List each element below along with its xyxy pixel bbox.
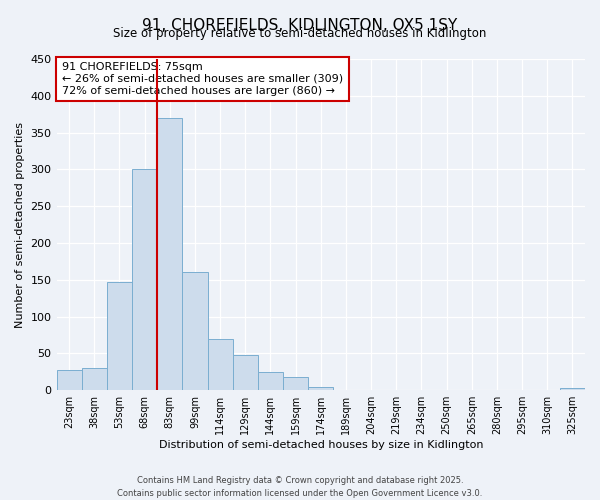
- Bar: [132, 170, 157, 390]
- Bar: [560, 388, 585, 390]
- Bar: [308, 386, 334, 390]
- Text: 91, CHOREFIELDS, KIDLINGTON, OX5 1SY: 91, CHOREFIELDS, KIDLINGTON, OX5 1SY: [142, 18, 458, 32]
- Bar: [107, 282, 132, 390]
- Bar: [157, 118, 182, 390]
- X-axis label: Distribution of semi-detached houses by size in Kidlington: Distribution of semi-detached houses by …: [158, 440, 483, 450]
- Text: Size of property relative to semi-detached houses in Kidlington: Size of property relative to semi-detach…: [113, 28, 487, 40]
- Text: Contains HM Land Registry data © Crown copyright and database right 2025.
Contai: Contains HM Land Registry data © Crown c…: [118, 476, 482, 498]
- Bar: [258, 372, 283, 390]
- Bar: [208, 338, 233, 390]
- Bar: [182, 272, 208, 390]
- Bar: [283, 377, 308, 390]
- Y-axis label: Number of semi-detached properties: Number of semi-detached properties: [15, 122, 25, 328]
- Bar: [56, 370, 82, 390]
- Bar: [82, 368, 107, 390]
- Bar: [233, 355, 258, 390]
- Text: 91 CHOREFIELDS: 75sqm
← 26% of semi-detached houses are smaller (309)
72% of sem: 91 CHOREFIELDS: 75sqm ← 26% of semi-deta…: [62, 62, 343, 96]
